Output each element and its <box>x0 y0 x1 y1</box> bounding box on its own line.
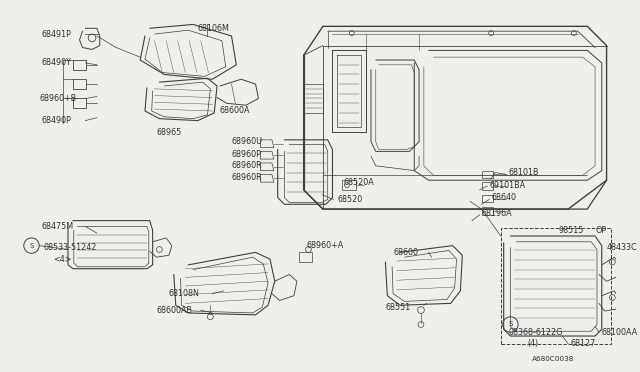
Text: 68960U: 68960U <box>232 137 262 146</box>
Bar <box>299 252 312 262</box>
Text: OP: OP <box>595 226 606 235</box>
Bar <box>73 60 86 70</box>
Text: 08368-6122G: 08368-6122G <box>509 328 563 337</box>
Text: 68960P: 68960P <box>232 150 261 159</box>
Text: A680C0038: A680C0038 <box>532 356 574 362</box>
Text: 68960+A: 68960+A <box>307 241 344 250</box>
Text: (4): (4) <box>528 339 539 348</box>
Bar <box>481 171 493 178</box>
Text: 68960R: 68960R <box>232 161 262 170</box>
Text: 69101BA: 69101BA <box>489 180 525 190</box>
Bar <box>73 79 86 89</box>
Text: S: S <box>29 243 34 248</box>
Text: 68960+B: 68960+B <box>39 94 76 103</box>
Text: 68196A: 68196A <box>481 209 512 218</box>
Text: 68490Y: 68490Y <box>41 58 71 67</box>
Text: 68491P: 68491P <box>41 29 71 39</box>
Bar <box>481 195 493 202</box>
Text: 68520: 68520 <box>337 195 362 204</box>
Text: 68965: 68965 <box>157 128 182 137</box>
Text: 68101B: 68101B <box>509 168 539 177</box>
Text: 68551: 68551 <box>385 303 411 312</box>
Text: 68600: 68600 <box>393 248 418 257</box>
Text: 08533-51242: 08533-51242 <box>44 243 97 252</box>
Bar <box>481 207 493 215</box>
Text: S: S <box>508 321 513 327</box>
Text: 68490P: 68490P <box>41 116 71 125</box>
Text: 68108N: 68108N <box>169 289 200 298</box>
Text: 68100AA: 68100AA <box>602 328 638 337</box>
Bar <box>481 182 493 190</box>
Bar <box>342 180 356 190</box>
Text: 68106M: 68106M <box>198 24 230 33</box>
Text: 68475M: 68475M <box>41 222 73 231</box>
Text: 68520A: 68520A <box>343 178 374 187</box>
Text: 68600A: 68600A <box>220 106 250 115</box>
Text: 68127: 68127 <box>570 339 595 348</box>
Text: <4>: <4> <box>54 254 72 264</box>
Text: 68960R: 68960R <box>232 173 262 182</box>
Text: 68600AB: 68600AB <box>157 305 193 315</box>
Text: 98515: 98515 <box>559 226 584 235</box>
Text: 48433C: 48433C <box>607 243 637 252</box>
Text: 68640: 68640 <box>491 193 516 202</box>
Bar <box>500 228 611 344</box>
Bar <box>73 99 86 108</box>
